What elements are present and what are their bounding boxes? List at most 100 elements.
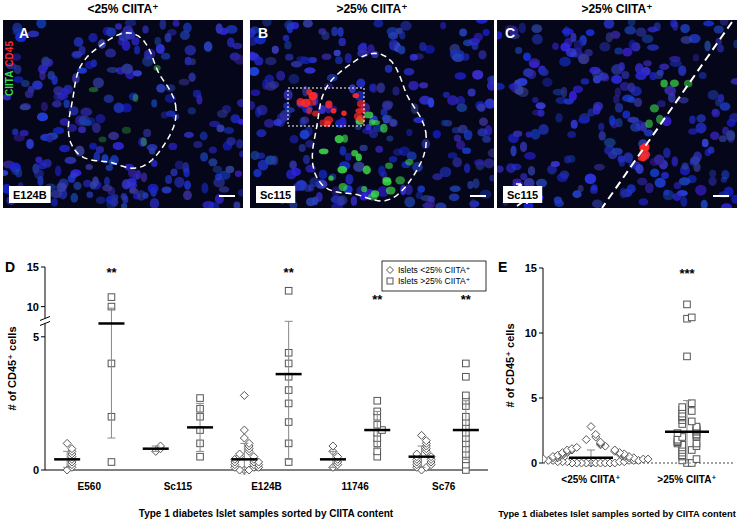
stained-cell: [341, 111, 346, 116]
nucleus: [672, 156, 679, 166]
nucleus: [609, 115, 615, 126]
nucleus: [477, 128, 487, 136]
nucleus: [408, 81, 418, 91]
y-axis: [45, 267, 46, 318]
point: [240, 426, 248, 434]
point: [463, 360, 470, 367]
error-bar-cap: [418, 446, 426, 447]
nucleus: [200, 152, 208, 161]
nucleus: [165, 33, 172, 42]
y-tick: [41, 470, 45, 471]
y-axis-label: # of CD45⁺ cells: [504, 323, 516, 407]
nucleus: [151, 160, 157, 167]
error-bar-line: [111, 308, 112, 438]
nucleus: [204, 41, 213, 52]
nucleus: [81, 119, 92, 126]
nucleus: [360, 43, 367, 50]
nucleus: [312, 197, 318, 206]
point: [374, 397, 381, 404]
nucleus: [615, 103, 623, 113]
islet-outline: [312, 53, 426, 201]
nucleus: [96, 196, 106, 204]
nucleus: [532, 97, 538, 103]
figure: <25% CIITA⁺AE124B>25% CIITA⁺BSc115>25% C…: [0, 0, 739, 525]
nucleus: [226, 25, 238, 34]
nucleus: [264, 119, 274, 128]
nucleus: [224, 127, 234, 134]
nucleus: [121, 203, 127, 208]
nucleus: [156, 84, 165, 93]
stained-cell: [306, 107, 312, 114]
nucleus: [720, 102, 731, 110]
x-tick-label: <25% CIITA⁺: [561, 474, 620, 485]
nucleus: [542, 78, 552, 87]
chart: D051015E560Sc115E124B11746Sc76Type 1 dia…: [5, 259, 488, 519]
nucleus: [319, 170, 328, 179]
stained-cell: [133, 94, 139, 102]
stained-cell: [353, 93, 360, 98]
stained-cell: [642, 152, 651, 158]
error-bar-cap: [418, 467, 426, 468]
nucleus: [200, 132, 208, 141]
plot-data: [543, 301, 709, 467]
point: [693, 440, 700, 447]
nucleus: [202, 201, 214, 208]
stained-cell: [660, 80, 667, 88]
nucleus: [254, 57, 263, 66]
nucleus: [540, 68, 549, 76]
nucleus: [237, 99, 243, 107]
nucleus: [650, 72, 657, 80]
nucleus: [717, 45, 724, 53]
nucleus: [339, 117, 346, 127]
nucleus: [85, 61, 94, 69]
nucleus: [232, 43, 242, 49]
nucleus: [250, 67, 259, 76]
nucleus: [639, 198, 649, 205]
error-bar-cap: [240, 475, 248, 476]
point: [418, 431, 426, 439]
error-bar: [107, 308, 115, 438]
nucleus: [628, 20, 636, 26]
mean-line: [569, 457, 613, 460]
legend-box: [382, 261, 486, 291]
nucleus: [165, 175, 172, 184]
nucleus: [702, 139, 709, 148]
nucleus: [237, 119, 243, 125]
nucleus: [64, 100, 70, 108]
error-bar-cap: [462, 400, 470, 401]
nucleus: [688, 128, 697, 135]
stained-cell: [380, 124, 387, 133]
nucleus: [636, 164, 644, 174]
mean-line: [54, 458, 80, 461]
nucleus: [179, 79, 190, 86]
micrograph: [3, 20, 243, 208]
nucleus: [322, 54, 332, 60]
nucleus: [497, 166, 504, 173]
nucleus: [303, 155, 310, 165]
nucleus: [586, 29, 595, 36]
legend-label: Islets <25% CIITA⁺: [398, 265, 470, 275]
y-tick: [539, 268, 543, 269]
nucleus: [392, 87, 399, 96]
nucleus: [567, 131, 576, 138]
nucleus: [121, 193, 127, 200]
stained-cell: [331, 108, 337, 114]
nucleus: [404, 196, 415, 207]
nucleus: [59, 145, 70, 153]
nucleus: [369, 84, 376, 92]
nucleus: [428, 98, 435, 108]
stained-cell: [405, 159, 413, 165]
nucleus: [679, 177, 691, 185]
point: [108, 459, 115, 466]
nucleus: [173, 20, 180, 27]
panel-header: <25% CIITA⁺: [87, 2, 158, 16]
nucleus: [593, 102, 603, 111]
point: [236, 450, 244, 458]
nucleus: [304, 67, 315, 73]
nucleus: [122, 179, 131, 189]
nucleus: [599, 131, 606, 141]
panel-header: >25% CIITA⁺: [581, 2, 652, 16]
nucleus: [489, 175, 494, 182]
chart: E051015<25% CIITA⁺>25% CIITA⁺Type 1 diab…: [498, 259, 736, 519]
nucleus: [208, 158, 217, 166]
